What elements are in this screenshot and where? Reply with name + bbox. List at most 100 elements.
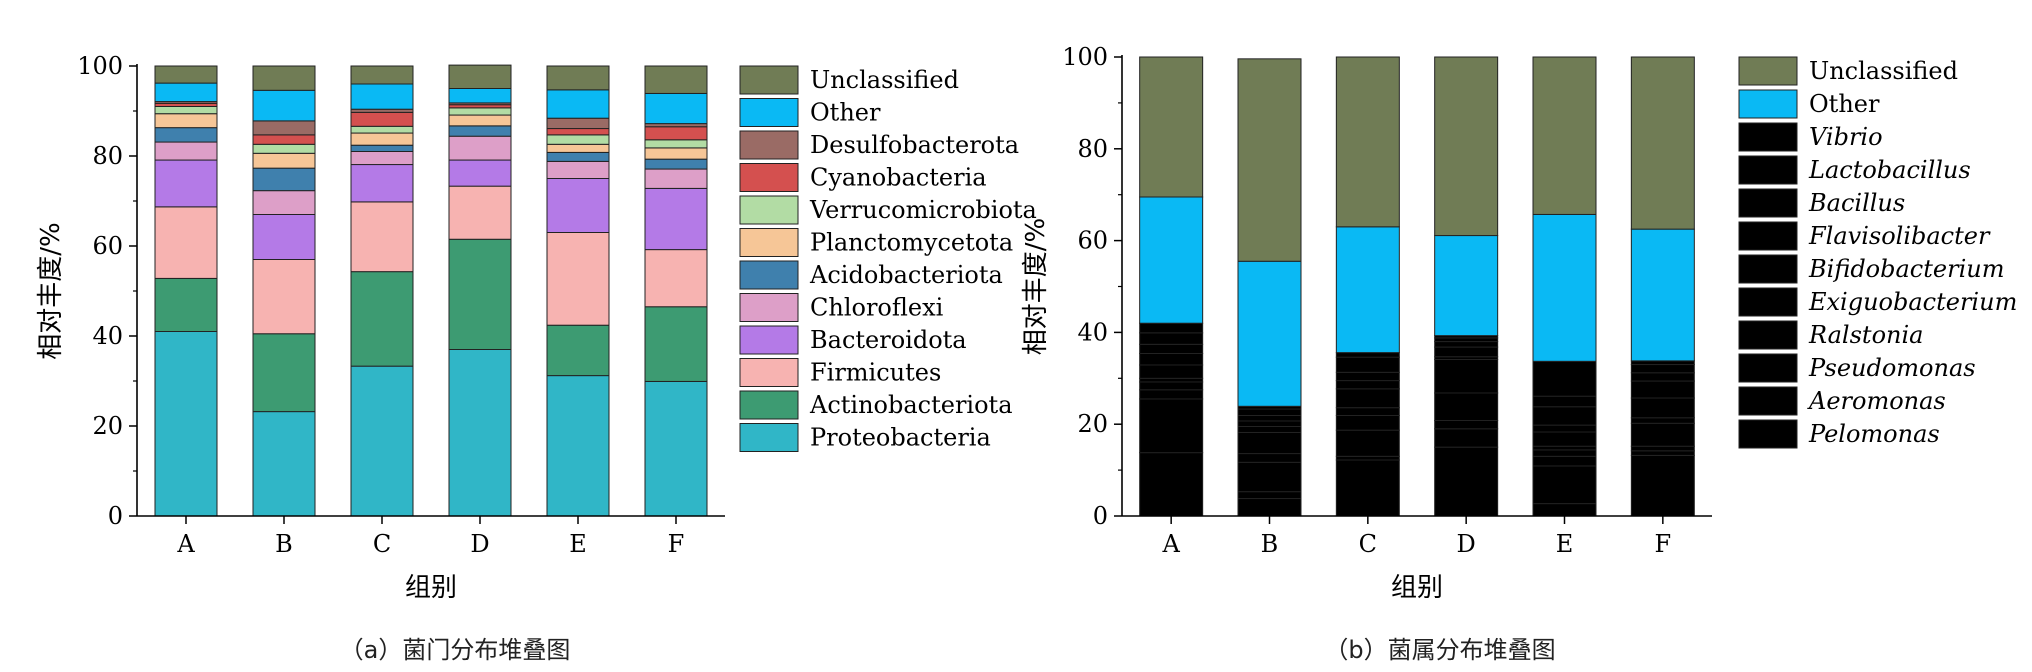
legend-swatch-bifidobacterium — [1738, 254, 1798, 284]
bar-segment-f-bifidobacterium — [1630, 397, 1695, 419]
y-tick-label: 60 — [92, 232, 123, 260]
legend-swatch-planctomycetota — [739, 228, 799, 257]
bar-segment-f-actinobacteriota — [644, 306, 708, 382]
x-tick-label: C — [1359, 530, 1377, 558]
bar-segment-d-verrucomicrobiota — [448, 107, 512, 116]
bar-segment-d-other — [448, 88, 512, 104]
legend-label-other: Other — [1809, 90, 1880, 118]
bar-segment-a-planctomycetota — [154, 113, 218, 129]
bar-segment-e-proteobacteria — [546, 375, 610, 517]
caption-a: （a）菌门分布堆叠图 — [339, 636, 571, 664]
bar-segment-e-lactobacillus — [1532, 395, 1597, 408]
legend-label-desulfobacterota: Desulfobacterota — [810, 131, 1019, 159]
bar-segment-f-vibrio — [1630, 360, 1695, 366]
bar-segment-f-ralstonia — [1630, 422, 1695, 447]
bar-segment-c-other — [1335, 226, 1400, 354]
bar-segment-a-actinobacteriota — [154, 277, 218, 332]
legend-label-other: Other — [810, 99, 881, 127]
bar-segment-d-actinobacteriota — [448, 238, 512, 350]
y-tick-label: 80 — [92, 142, 123, 170]
bar-segment-f-aeromonas — [1630, 450, 1695, 456]
bar-segment-f-bacillus — [1630, 372, 1695, 382]
bar-segment-a-ralstonia — [1139, 381, 1204, 391]
legend-swatch-vibrio — [1738, 122, 1798, 152]
bar-segment-a-bacteroidota — [154, 159, 218, 208]
legend-swatch-verrucomicrobiota — [739, 195, 799, 225]
y-tick-label: 60 — [1077, 227, 1108, 255]
x-tick-label: A — [176, 530, 195, 558]
legend-label-firmicutes: Firmicutes — [810, 359, 941, 387]
bar-segment-d-firmicutes — [448, 185, 512, 240]
y-tick-label: 20 — [92, 412, 123, 440]
x-tick-label: B — [1261, 530, 1279, 558]
bar-segment-b-firmicutes — [252, 259, 316, 335]
y-tick-label: 0 — [108, 502, 123, 530]
bar-segment-e-firmicutes — [546, 232, 610, 326]
bar-segment-b-chloroflexi — [252, 190, 316, 215]
legend-swatch-proteobacteria — [739, 423, 799, 452]
bar-segment-b-other — [252, 89, 316, 122]
legend-swatch-other — [739, 98, 799, 127]
bar-segment-d-aeromonas — [1434, 428, 1499, 448]
bar-segment-f-pseudomonas — [1630, 445, 1695, 452]
x-tick-label: E — [569, 530, 587, 558]
bar-segment-c-flavisolibacter — [1335, 380, 1400, 390]
bar-segment-f-exiguobacterium — [1630, 417, 1695, 424]
chart-panel-b: A B C D E F 0 20 40 60 80 100 组别 相对丰度/% Unclassified Ot… — [1021, 43, 2017, 603]
caption-b: （b）菌属分布堆叠图 — [1324, 636, 1556, 664]
bar-segment-a-other — [1139, 196, 1204, 324]
y-tick-label: 100 — [1062, 43, 1108, 71]
bar-segment-a-bifidobacterium — [1139, 364, 1204, 379]
legend-swatch-bacillus — [1738, 188, 1798, 218]
bar-segment-a-pelomonas — [1139, 452, 1204, 517]
legend-label-vibrio: Vibrio — [1809, 123, 1883, 151]
bar-segment-b-unclassified — [1237, 58, 1302, 262]
legend-swatch-pseudomonas — [1738, 353, 1798, 383]
y-tick-label: 40 — [1077, 318, 1108, 346]
bar-segment-c-other — [350, 83, 414, 110]
y-tick-label: 80 — [1077, 135, 1108, 163]
bar-segment-b-lactobacillus — [1237, 408, 1302, 416]
legend-label-chloroflexi: Chloroflexi — [810, 294, 944, 322]
bar-segment-b-acidobacteriota — [252, 167, 316, 192]
legend-label-bacillus: Bacillus — [1808, 189, 1905, 217]
x-tick-label: D — [470, 530, 489, 558]
bar-segment-e-cyanobacteria — [546, 128, 610, 136]
bar-segment-f-firmicutes — [644, 249, 708, 308]
bar-segment-f-unclassified — [644, 65, 708, 94]
y-tick-label: 40 — [92, 322, 123, 350]
bar-segment-e-verrucomicrobiota — [546, 134, 610, 145]
bar-segment-d-chloroflexi — [448, 135, 512, 161]
legend-label-unclassified: Unclassified — [1809, 57, 1958, 85]
x-tick-label: E — [1556, 530, 1574, 558]
bar-segment-a-vibrio — [1139, 322, 1204, 334]
bar-segment-e-chloroflexi — [546, 160, 610, 179]
bar-segment-c-pseudomonas — [1335, 429, 1400, 457]
bar-segment-b-aeromonas — [1237, 491, 1302, 500]
bar-segment-c-cyanobacteria — [350, 111, 414, 127]
bar-segment-c-unclassified — [350, 65, 414, 85]
legend-swatch-aeromonas — [1738, 386, 1798, 416]
bar-segment-e-bifidobacterium — [1532, 431, 1597, 447]
x-tick-label: A — [1161, 530, 1180, 558]
bar-segment-b-planctomycetota — [252, 152, 316, 169]
bar-segment-b-ralstonia — [1237, 453, 1302, 463]
bar-segment-d-proteobacteria — [448, 349, 512, 517]
bar-segment-c-acidobacteriota — [350, 144, 414, 152]
bar-segment-e-pseudomonas — [1532, 455, 1597, 467]
bar-segment-d-other — [1434, 235, 1499, 337]
bar-segment-b-desulfobacterota — [252, 120, 316, 136]
bar-segment-a-chloroflexi — [154, 141, 218, 161]
x-tick-label: F — [668, 530, 685, 558]
bar-segment-f-acidobacteriota — [644, 158, 708, 170]
x-tick-label: D — [1457, 530, 1476, 558]
bar-segment-c-pelomonas — [1335, 459, 1400, 517]
bar-segment-c-unclassified — [1335, 56, 1400, 228]
bar-segment-e-bacillus — [1532, 406, 1597, 426]
bar-segment-f-bacteroidota — [644, 187, 708, 251]
bar-segment-b-pseudomonas — [1237, 461, 1302, 493]
bar-segment-a-unclassified — [154, 65, 218, 84]
bar-segment-e-unclassified — [546, 65, 610, 91]
bar-segment-c-proteobacteria — [350, 365, 414, 517]
x-tick-label: B — [275, 530, 293, 558]
